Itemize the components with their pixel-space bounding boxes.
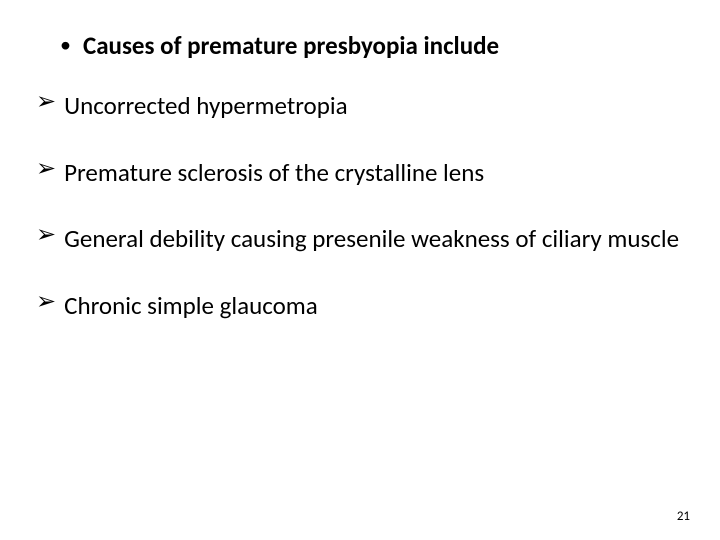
list-item-text: Premature sclerosis of the crystalline l… [64, 152, 484, 195]
list-item-text: Chronic simple glaucoma [64, 285, 318, 328]
title-row: • Causes of premature presbyopia include [36, 30, 684, 61]
arrow-icon: ➢ [36, 152, 56, 186]
list-item: ➢ General debility causing presenile wea… [36, 218, 684, 261]
page-number: 21 [677, 509, 690, 524]
arrow-icon: ➢ [36, 218, 56, 252]
arrow-icon: ➢ [36, 285, 56, 319]
title-bullet-icon: • [60, 34, 71, 56]
slide-title: Causes of premature presbyopia include [83, 30, 499, 61]
slide-container: • Causes of premature presbyopia include… [0, 0, 720, 540]
list-item: ➢ Chronic simple glaucoma [36, 285, 684, 328]
list-item: ➢ Uncorrected hypermetropia [36, 85, 684, 128]
list-item-text: General debility causing presenile weakn… [64, 218, 679, 261]
list-item-text: Uncorrected hypermetropia [64, 85, 347, 128]
list-item: ➢ Premature sclerosis of the crystalline… [36, 152, 684, 195]
arrow-icon: ➢ [36, 85, 56, 119]
